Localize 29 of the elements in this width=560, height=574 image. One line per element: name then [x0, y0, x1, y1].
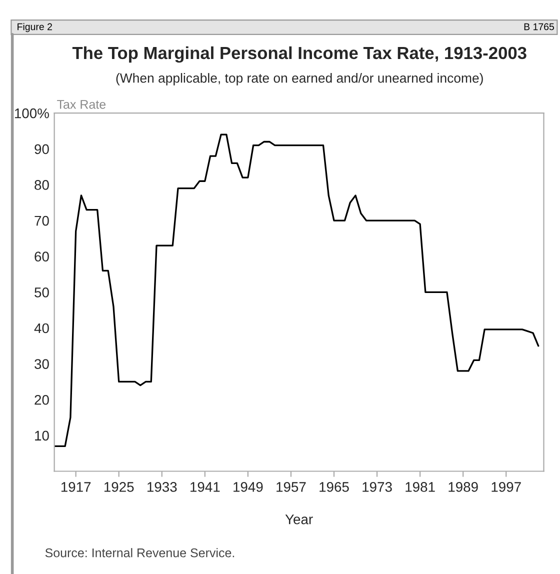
y-tick-label: 10	[35, 430, 49, 441]
x-tick-label: 1973	[362, 482, 392, 492]
caption: Figure 2	[18, 23, 52, 32]
x-tick-label: 1957	[276, 482, 306, 492]
y-tick-label: 60	[34, 252, 49, 262]
x-tick-label: 1941	[190, 482, 220, 492]
y-axis-title: Tax Rate	[57, 100, 106, 109]
x-tick-label: 1949	[234, 482, 263, 492]
y-tick-label: 90	[34, 144, 49, 154]
x-tick-label: 1997	[492, 482, 521, 492]
x-tick-label: 1981	[406, 482, 435, 492]
y-tick-label: 40	[34, 323, 49, 334]
chart-subtitle: (When applicable, top rate on earned and/or unearned income)	[116, 73, 483, 86]
y-tick-label: 30	[34, 359, 49, 369]
x-tick-label: 1925	[104, 482, 134, 492]
y-tick-label: 50	[34, 288, 49, 298]
x-axis-title: Year	[285, 514, 313, 524]
text: B 1765	[524, 23, 554, 30]
x-tick-label: 1989	[448, 482, 478, 492]
y-tick-label: 80	[34, 180, 49, 190]
source-note: Source: Internal Revenue Service.	[45, 548, 234, 558]
x-tick-label: 1917	[61, 482, 91, 492]
line-series	[54, 134, 540, 448]
y-tick-label: 20	[34, 394, 49, 405]
x-tick-label: 1965	[320, 482, 349, 492]
y-tick-label: 100%	[14, 108, 49, 118]
chart-title: The Top Marginal Personal Income Tax Rate, 1913-2003	[72, 46, 526, 63]
x-tick-label: 1933	[148, 482, 177, 492]
y-tick-label: 70	[34, 216, 49, 226]
